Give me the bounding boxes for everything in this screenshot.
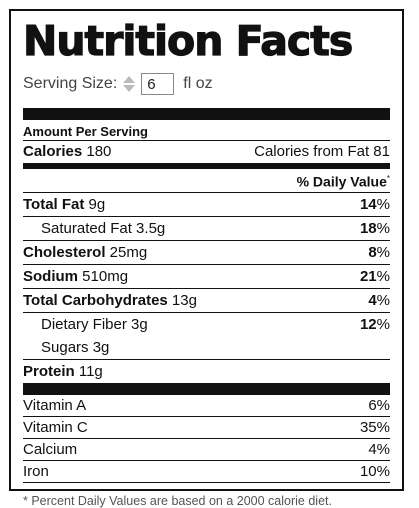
nutrient-row: Total Carbohydrates 13g 4% [23,289,390,313]
vitamin-name: Iron [23,462,49,480]
serving-size-input[interactable] [141,73,175,95]
vitamin-row: Vitamin A 6% [23,395,390,417]
nutrient-name: Sodium [23,267,78,285]
nutrient-row: Total Fat 9g 14% [23,193,390,217]
nutrient-text: Dietary Fiber 3g [41,316,148,333]
serving-size-unit: fl oz [183,75,213,92]
nutrient-percent: 18% [359,219,390,237]
vitamin-name: Calcium [23,440,78,458]
serving-size-row: Serving Size: fl oz [23,70,390,98]
calories-label: Calories [23,143,83,160]
calories-row: Calories 180 Calories from Fat 81 [23,140,390,161]
nutrient-row: Cholesterol 25mg 8% [23,241,390,265]
calories-text: Calories 180 [23,142,111,161]
vitamin-percent: 10% [359,462,390,480]
nutrient-percent: 12% [359,315,390,333]
nutrient-row: Sugars 3g [23,336,390,359]
nutrient-name: Sugars [41,338,89,356]
nutrient-text: Total Fat 9g [23,196,105,213]
vitamin-percent: 6% [368,396,390,414]
vitamin-name: Vitamin C [23,418,88,436]
vitamins-list: Vitamin A 6% Vitamin C 35% Calcium 4% Iron 10% [23,395,390,483]
protein-text: Protein 11g [23,363,103,380]
nutrient-name: Total Carbohydrates [23,291,168,309]
protein-label: Protein [23,362,75,380]
calories-from-fat: Calories from Fat 81 [254,143,390,160]
daily-value-header: % Daily Value* [23,169,390,193]
caret-up-icon[interactable] [123,76,136,83]
nutrients-list: Total Fat 9g 14% Saturated Fat 3.5g 18% Chol… [23,193,390,359]
thick-divider-vitamins [23,382,390,395]
thick-divider [23,108,390,120]
vitamin-row: Vitamin C 35% [23,417,390,439]
nutrient-row: Saturated Fat 3.5g 18% [23,217,390,241]
calories-value: 180 [86,143,112,160]
nutrient-row: Sodium 510mg 21% [23,265,390,289]
nutrient-text: Saturated Fat 3.5g [41,220,165,237]
nutrient-percent: 8% [368,243,390,261]
nutrient-name: Saturated Fat [41,219,132,237]
nutrient-name: Total Fat [23,195,85,213]
nutrient-percent: 4% [368,291,390,309]
footnote: * Percent Daily Values are based on a 20… [23,493,332,508]
serving-size-stepper[interactable] [123,73,137,95]
nutrient-text: Total Carbohydrates 13g [23,292,197,309]
nutrient-percent: 21% [359,267,390,285]
nutrient-name: Cholesterol [23,243,106,261]
nutrient-text: Cholesterol 25mg [23,244,147,261]
label-title: Nutrition Facts [22,17,353,65]
vitamin-name: Vitamin A [23,396,87,414]
serving-size-label: Serving Size: [23,75,118,92]
medium-divider [23,163,390,169]
nutrient-row: Dietary Fiber 3g 12% [23,313,390,336]
nutrient-name: Dietary Fiber [41,315,127,333]
vitamin-row: Iron 10% [23,461,390,483]
nutrient-amount: 3g [126,315,148,333]
nutrient-amount: 25mg [105,243,148,261]
vitamin-percent: 4% [368,440,390,458]
nutrient-amount: 13g [167,291,197,309]
nutrient-text: Sodium 510mg [23,268,128,285]
vitamin-percent: 35% [359,418,390,436]
protein-row: Protein 11g [23,358,390,383]
nutrient-text: Sugars 3g [41,339,109,356]
caret-down-icon[interactable] [123,85,136,92]
amount-per-serving: Amount Per Serving [23,124,148,139]
nutrient-percent: 14% [359,195,390,213]
nutrition-label: Nutrition Facts Serving Size: fl oz Amou… [9,9,404,508]
vitamin-row: Calcium 4% [23,439,390,461]
nutrient-amount: 9g [84,195,106,213]
nutrient-amount: 510mg [78,267,129,285]
protein-amount: 11g [78,362,103,380]
daily-value-label: % Daily Value* [296,173,390,190]
nutrient-amount: 3.5g [131,219,166,237]
nutrient-amount: 3g [88,338,110,356]
daily-value-asterisk: * [386,174,390,183]
